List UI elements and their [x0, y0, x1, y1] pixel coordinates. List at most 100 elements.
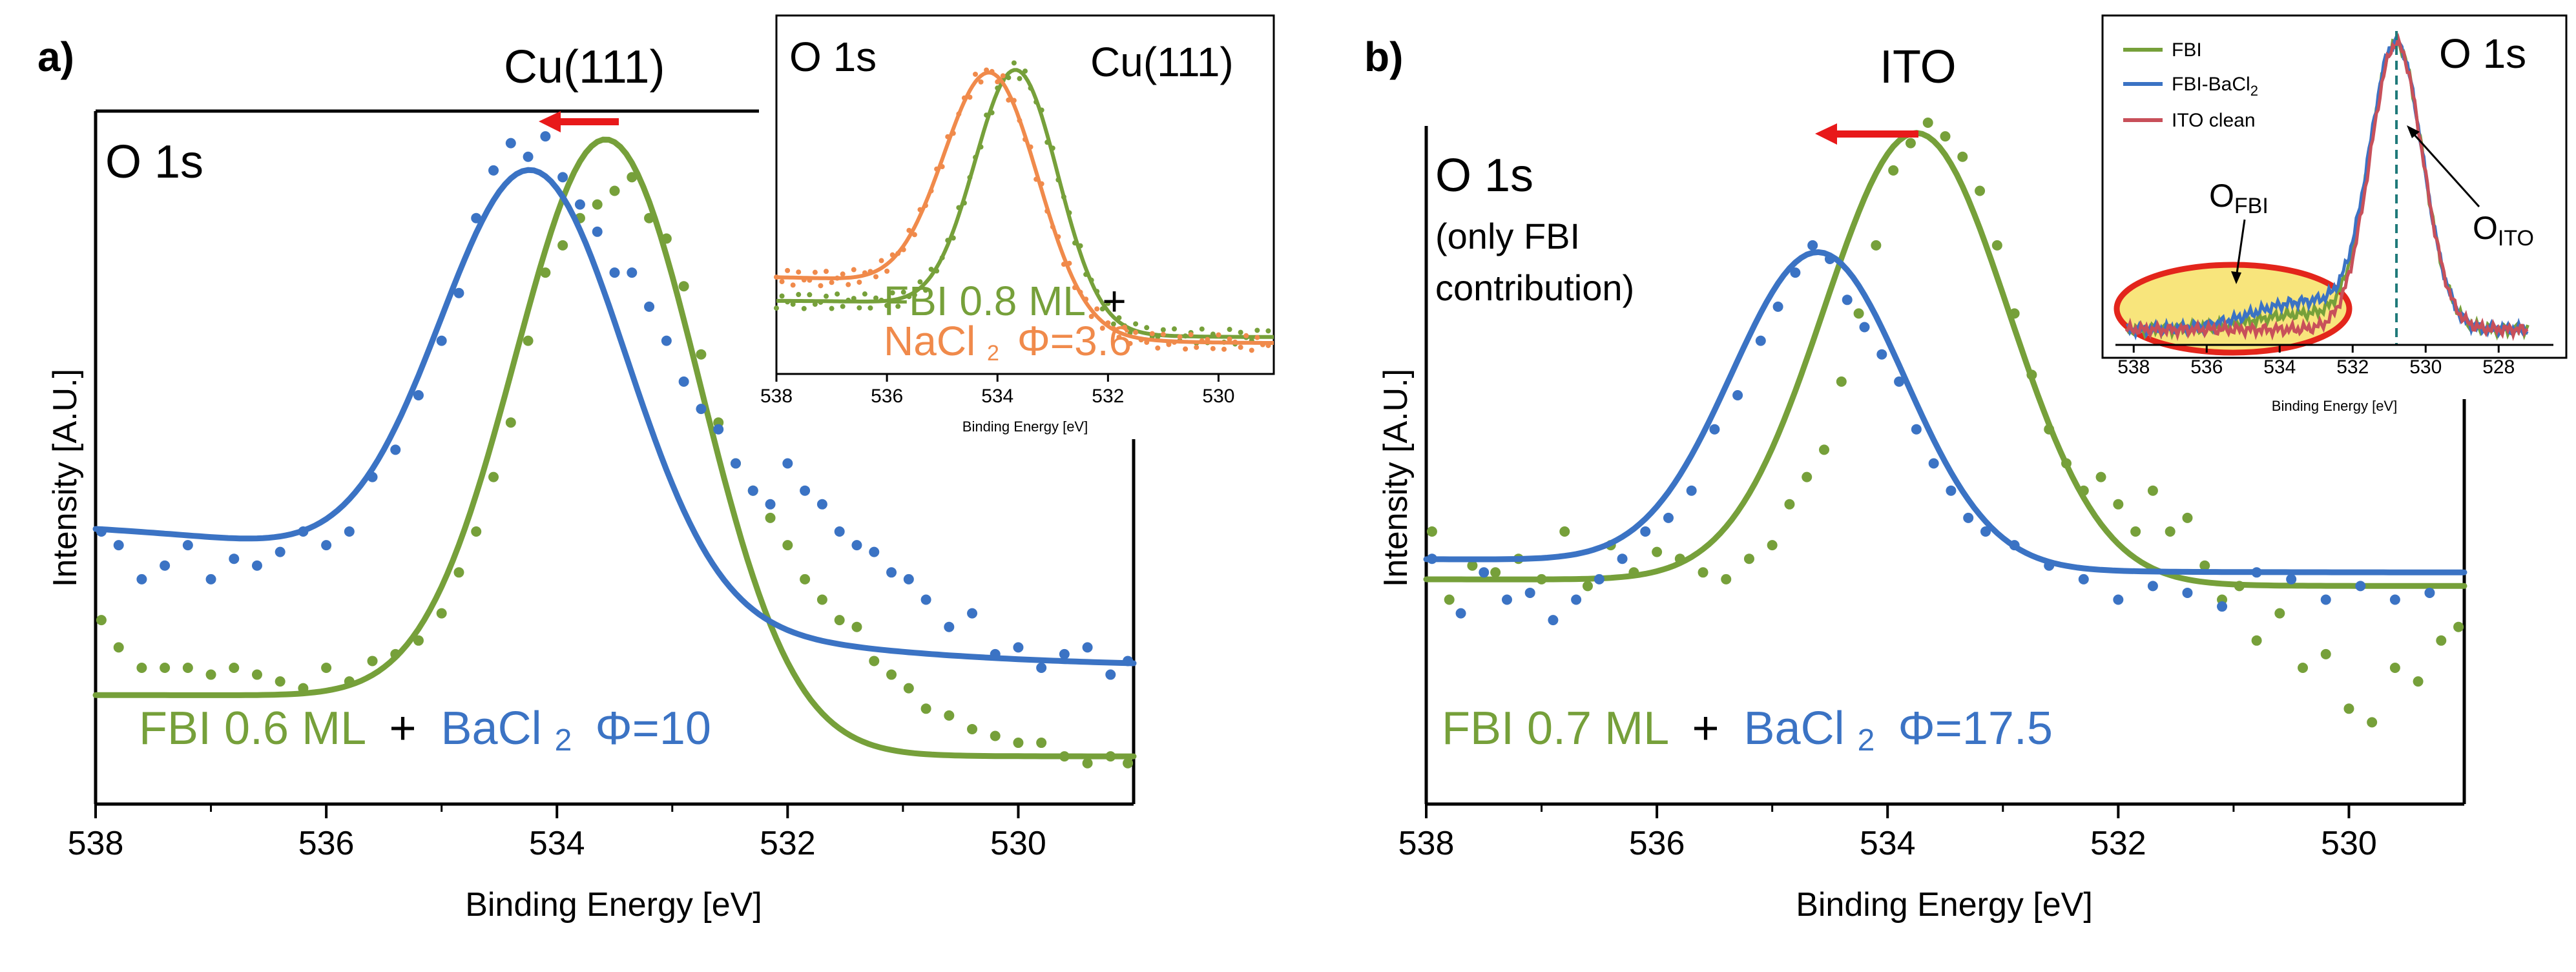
panel-a-series1-point-3 [160, 560, 171, 571]
panel-a-series0-point-3 [160, 663, 171, 673]
panel-a-series0-point-52 [1123, 758, 1134, 769]
panel-a-inset-series1-point-80 [1216, 332, 1221, 338]
panel-a-inset-series1-point-82 [1227, 336, 1232, 342]
panel-a-series1-point-1 [113, 540, 124, 551]
panel-a-inset-series1-point-68 [1149, 331, 1155, 336]
panel-a-y-axis-title: Intensity [A.U.] [47, 369, 84, 587]
panel-a-inset-series1-point-86 [1249, 347, 1254, 353]
panel-a-inset-series0-point-87 [1254, 327, 1260, 333]
panel-a-inset-series1-point-36 [973, 71, 978, 77]
panel-a-inset-series1-point-2 [785, 267, 791, 273]
panel-a-inset-series [774, 60, 1274, 353]
panel-a-x-tick-label-536: 536 [298, 825, 355, 862]
panel-a-inset-series1-point-62 [1116, 335, 1122, 340]
panel-b-series1-point-13 [1732, 390, 1743, 400]
panel-b-substrate: ITO [1880, 41, 1957, 93]
panel-b-series0-point-45 [2298, 663, 2309, 673]
panel-a-series1-point-19 [505, 138, 516, 149]
panel-a-inset-series0-point-70 [1160, 327, 1166, 333]
panel-a-legend-sub: 2 [555, 723, 572, 758]
panel-b-series0-point-1 [1444, 594, 1455, 605]
panel-a-series0-point-38 [834, 615, 845, 626]
panel-a-series1-point-16 [453, 287, 464, 298]
panel-a-inset-series1-point-58 [1094, 306, 1100, 312]
panel-b-series0-point-3 [1490, 567, 1501, 578]
panel-b-inset-tick-label-534: 534 [2263, 357, 2296, 378]
panel-a-series0-point-43 [920, 703, 931, 714]
panel-a-inset-legend-fbi: FBI 0.8 ML + [884, 278, 1127, 324]
panel-b-series0-point-27 [1975, 185, 1986, 196]
panel-a-inset-series0-point-27 [923, 287, 928, 293]
panel-b-series0-point-52 [2453, 621, 2464, 632]
panel-a-series1-point-14 [413, 390, 424, 400]
panel-b-series1-point-10 [1663, 512, 1674, 523]
panel-b-series0-point-44 [2274, 608, 2285, 619]
panel-a-series0-point-2 [136, 663, 147, 673]
panel-a-x-tick-label-530: 530 [990, 825, 1046, 862]
panel-b-series1-point-14 [1755, 335, 1766, 346]
panel-a-label: a) [37, 34, 74, 80]
panel-b-series1-fit-curve [1423, 249, 2467, 575]
panel-b-series1-point-27 [1980, 526, 1991, 537]
panel-a-series0-point-46 [990, 730, 1001, 741]
panel-a-series0-point-14 [413, 635, 424, 646]
panel-a-series0-point-44 [944, 710, 955, 721]
panel-a-series0-point-19 [505, 417, 516, 428]
panel-b-series0-point-36 [2130, 526, 2141, 537]
panel-b-series1-point-34 [2217, 601, 2228, 612]
panel-a-series1-point-10 [321, 540, 332, 551]
panel-a-series1-point-22 [557, 172, 568, 183]
panel-a-series0-point-18 [488, 471, 499, 482]
panel-b-x-tick-label-534: 534 [1860, 825, 1916, 862]
panel-b: b) ITO O 1s (only FBI contribution) Inte… [1364, 14, 2568, 924]
panel-a-series0-point-10 [321, 663, 332, 673]
panel-a-inset-tick-label-534: 534 [981, 386, 1013, 407]
panel-a-inset-series1-point-63 [1122, 324, 1127, 330]
legend-label-fbi-bacl-text: FBI-BaCl [2172, 74, 2250, 95]
panel-a-inset-series1-point-37 [978, 79, 984, 85]
panel-b-region-note-1: (only FBI [1435, 216, 1580, 256]
panel-a-inset-series1-point-70 [1160, 331, 1166, 337]
panel-b-series0-point-10 [1652, 546, 1663, 557]
panel-a-inset-series1-point-64 [1127, 340, 1133, 346]
panel-a-series0-point-5 [205, 669, 216, 680]
panel-a-inset-series1-point-20 [884, 268, 890, 274]
panel-a-inset-series1-point-18 [873, 274, 878, 280]
panel-a-inset-series1-point-84 [1238, 344, 1243, 350]
panel-a-series0-point-8 [275, 676, 286, 687]
panel-a-inset-series0-point-10 [829, 305, 835, 311]
panel-a-inset-legend-nacl-text: NaCl [884, 318, 975, 364]
panel-b-series0-point-34 [2095, 471, 2106, 482]
panel-b-series1-point-1 [1455, 608, 1466, 619]
panel-a-inset-series0-point-43 [1011, 60, 1017, 66]
panel-b-series0-point-38 [2165, 526, 2176, 537]
panel-a-series0-point-47 [1013, 738, 1024, 749]
panel-a-series0-point-39 [851, 621, 862, 632]
panel-a-series1-point-41 [886, 567, 897, 578]
panel-a-inset-legend-nacl: NaCl 2 Φ=3.6 [884, 318, 1132, 369]
panel-b-legend-plus: + [1692, 703, 1719, 754]
panel-a-inset-series0-point-72 [1172, 326, 1177, 332]
panel-b-legend-bacl: BaCl [1744, 703, 1845, 754]
panel-a-inset-series0-point-67 [1144, 325, 1150, 331]
panel-a-series0-point-30 [696, 349, 707, 360]
panel-a-inset-series1-point-81 [1221, 346, 1227, 352]
panel-a-inset-tick-label-532: 532 [1092, 386, 1124, 407]
panel-a-x-ticks: 538 536 534 532 530 [68, 804, 1046, 862]
panel-b-inset-series [2124, 32, 2529, 342]
panel-a-inset-series0-point-65 [1133, 321, 1139, 327]
panel-b-legend-fbi: FBI 0.7 ML [1442, 703, 1668, 754]
panel-b-series1-point-24 [1928, 458, 1939, 469]
panel-a-x-tick-label-538: 538 [68, 825, 124, 862]
o-fbi-pointer [2235, 219, 2246, 278]
panel-a-series [92, 131, 1137, 769]
panel-b-x-tick-label-536: 536 [1629, 825, 1685, 862]
panel-a-series1-point-35 [782, 458, 793, 469]
panel-a-series0-point-1 [113, 642, 124, 653]
panel-a-inset-series1-point-3 [790, 282, 796, 288]
panel-b-series1-point-30 [2078, 574, 2089, 584]
panel-b-inset-tick-label-528: 528 [2482, 357, 2515, 378]
panel-a-inset-series1-point-59 [1099, 326, 1105, 331]
panel-a-inset-series1-point-75 [1188, 332, 1194, 338]
